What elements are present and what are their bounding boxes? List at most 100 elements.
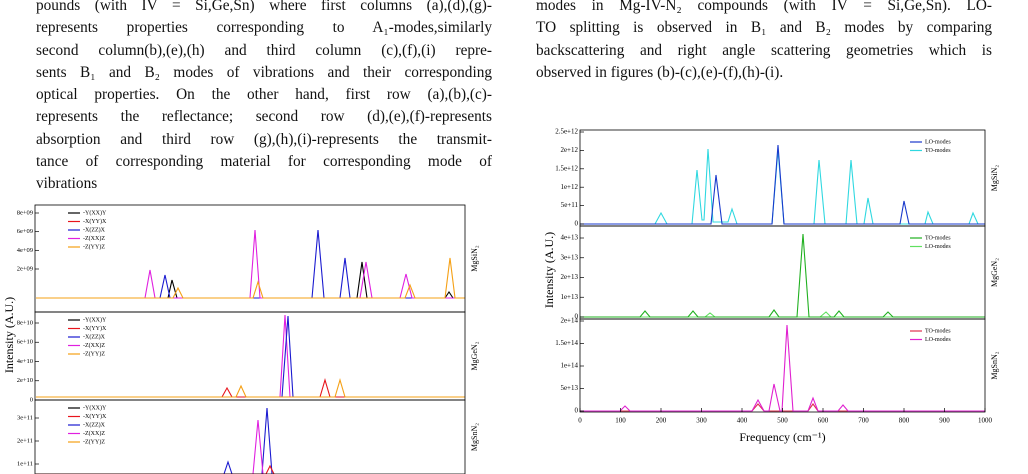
text-line: absorption and third row (g),(h),(i)-rep…	[36, 130, 492, 148]
text-line: optical properties. On the other hand, f…	[36, 86, 492, 104]
y-tick-label: 6e+10	[17, 339, 33, 346]
side-label: MgSiN₂	[990, 165, 999, 192]
y-tick-label: 2e+10	[17, 377, 33, 384]
legend-label: -Y(XX)Y	[83, 404, 107, 411]
curves	[36, 144, 985, 474]
legend-label: LO-modes	[925, 244, 951, 250]
side-label: MgSnN₂	[470, 423, 479, 451]
curve	[36, 261, 465, 299]
y-tick-label: 4e+09	[17, 247, 33, 254]
legend-label: -Y(XX)Y	[83, 209, 107, 216]
curve	[36, 257, 465, 299]
y-tick-label: 6e+09	[17, 228, 33, 235]
y-tick-label: 3e+13	[560, 253, 578, 261]
y-tick-label: 8e+10	[17, 319, 33, 326]
curve	[36, 229, 465, 299]
legend-label: -X(YY)X	[83, 413, 107, 420]
x-tick-label: 900	[939, 417, 950, 425]
legend-label: -X(ZZ)X	[83, 421, 106, 428]
y-tick-label: 4e+13	[560, 234, 578, 242]
y-axis-label: Intensity (A.U.)	[542, 232, 556, 308]
curve	[580, 144, 985, 225]
text-line: represents properties corresponding to A…	[36, 19, 492, 37]
curve	[580, 233, 985, 318]
curve	[36, 378, 465, 398]
legend-label: -X(YY)X	[83, 218, 107, 225]
x-axis-label: Frequency (cm⁻¹)	[739, 430, 825, 444]
panel-frame	[34, 399, 466, 474]
y-tick-label: 0	[30, 396, 33, 403]
left-text: pounds (with IV = Si,Ge,Sn) where first …	[36, 0, 492, 196]
x-tick-label: 600	[818, 417, 829, 425]
y-tick-label: 8e+09	[17, 209, 33, 216]
text-line: second column(b),(e),(h) and third colum…	[36, 41, 492, 59]
y-tick-label: 2.5e+12	[555, 128, 578, 136]
legend-label: -Z(YY)Z	[83, 243, 105, 250]
y-tick-label: 0	[575, 313, 579, 321]
x-tick-label: 700	[858, 417, 869, 425]
side-label: MgGeN₂	[470, 341, 479, 370]
y-tick-label: 2e+11	[17, 437, 33, 444]
legend-label: TO-modes	[925, 235, 951, 241]
legend-label: TO-modes	[925, 328, 951, 334]
x-tick-label: 400	[737, 417, 748, 425]
side-label: MgSiN₂	[470, 245, 479, 272]
x-tick-label: 500	[777, 417, 788, 425]
curve	[36, 419, 264, 474]
y-tick-label: 2e+13	[560, 273, 578, 281]
curve	[36, 378, 465, 398]
y-tick-label: 4e+10	[17, 358, 33, 365]
legend-label: -X(ZZ)X	[83, 333, 106, 340]
y-tick-label: 5e+13	[560, 384, 578, 392]
legend-label: -Z(XX)Z	[83, 342, 105, 349]
y-tick-label: 5e+11	[561, 201, 579, 209]
y-tick-label: 1e+11	[17, 460, 33, 467]
curve	[580, 324, 985, 412]
y-tick-label: 0	[575, 407, 579, 415]
legend-label: -Y(XX)Y	[83, 316, 107, 323]
legend-label: -X(ZZ)X	[83, 226, 106, 233]
legend-label: LO-modes	[925, 139, 951, 145]
side-label: MgGeN₂	[990, 258, 999, 287]
text-line: sents B₁ and B₂ modes of vibrations and …	[36, 63, 492, 81]
text-line: pounds (with IV = Si,Ge,Sn) where first …	[36, 0, 492, 14]
x-tick-label: 1000	[978, 417, 993, 425]
y-tick-label: 3e+11	[17, 414, 33, 421]
side-label: MgSnN₂	[990, 351, 999, 379]
y-tick-label: 1.5e+14	[555, 339, 578, 347]
curve	[36, 464, 275, 474]
y-tick-label: 1e+13	[560, 293, 578, 301]
legend-label: LO-modes	[925, 337, 951, 343]
legend-label: -Z(XX)Z	[83, 430, 105, 437]
x-tick-label: 300	[696, 417, 707, 425]
legend-label: TO-modes	[925, 148, 951, 154]
x-tick-label: 800	[899, 417, 910, 425]
text-line: vibrations	[36, 175, 98, 193]
x-tick-label: 100	[615, 417, 626, 425]
x-tick-label: 200	[656, 417, 667, 425]
right-text: modes in Mg-IV-N₂ compounds (with IV = S…	[536, 0, 992, 84]
y-tick-label: 0	[575, 220, 579, 228]
text-line: backscattering and right angle scatterin…	[536, 41, 992, 59]
legend-label: -Z(XX)Z	[83, 235, 105, 242]
y-tick-label: 1.5e+12	[555, 164, 578, 172]
y-tick-label: 1e+12	[560, 183, 578, 191]
text-line: TO splitting is observed in B₁ and B₂ mo…	[536, 19, 992, 37]
curve	[36, 407, 273, 474]
y-tick-label: 1e+14	[560, 362, 578, 370]
legend-label: -X(YY)X	[83, 325, 107, 332]
y-tick-label: 2e+12	[560, 146, 578, 154]
legend-label: -Z(YY)Z	[83, 350, 105, 357]
curve	[580, 148, 985, 225]
text-line: represents the reflectance; second row (…	[36, 108, 492, 126]
y-tick-label: 2e+14	[560, 317, 578, 325]
y-axis-label: Intensity (A.U.)	[2, 297, 16, 373]
text-line: modes in Mg-IV-N₂ compounds (with IV = S…	[536, 0, 992, 14]
text-line: tance of corresponding material for corr…	[36, 153, 492, 171]
y-tick-label: 2e+09	[17, 265, 33, 272]
x-tick-label: 0	[578, 417, 582, 425]
legend-label: -Z(YY)Z	[83, 438, 105, 445]
text-line: observed in figures (b)-(c),(e)-(f),(h)-…	[536, 63, 784, 81]
